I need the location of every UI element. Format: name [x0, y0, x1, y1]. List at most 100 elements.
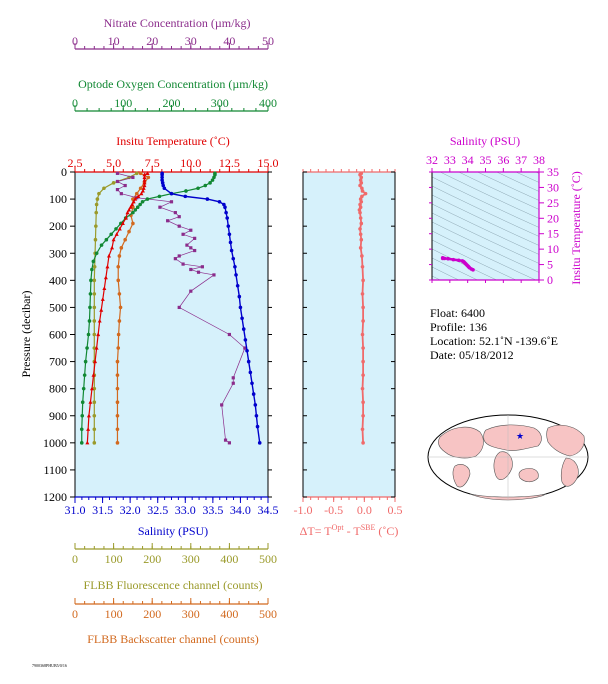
oxygen-point: [90, 267, 94, 272]
salinity-point: [238, 305, 243, 310]
pressure-tick-label: 200: [49, 219, 67, 233]
salinity-point: [254, 413, 259, 418]
oxygen-point: [133, 208, 138, 212]
density-contour: [439, 172, 539, 219]
backscatter-axis-tick-label: 100: [105, 607, 123, 621]
salinity-point: [237, 294, 242, 299]
backscatter-point: [116, 346, 121, 350]
salinity-point: [227, 232, 232, 237]
temperature-point: [96, 332, 101, 337]
delta-t-point: [361, 441, 365, 445]
fluorescence-point: [92, 332, 97, 337]
temperature-point: [86, 413, 91, 418]
delta-t-point: [360, 427, 365, 432]
ts-salinity-tick-label: 38: [533, 153, 545, 167]
pressure-tick-label: 1000: [43, 436, 67, 450]
delta-t-point: [361, 400, 365, 405]
ts-temperature-tick-label: 30: [547, 180, 559, 194]
temperature-point: [97, 318, 102, 323]
footer-code: 7900368PHUB5/0/16: [32, 663, 67, 668]
ts-salinity-tick-label: 36: [497, 153, 509, 167]
delta-t-point: [357, 208, 362, 212]
temperature-point: [103, 275, 108, 280]
temperature-axis-tick-label: 7.5: [145, 156, 160, 170]
salinity-point: [228, 240, 233, 245]
location: Location: 52.1˚N -139.6˚E: [430, 334, 558, 348]
nitrate-point: [220, 403, 224, 407]
density-contour: [422, 361, 549, 421]
delta-t-point: [358, 172, 362, 177]
oxygen-axis-tick-label: 400: [259, 96, 277, 110]
density-contour: [432, 230, 537, 280]
temperature-point: [85, 440, 90, 445]
backscatter-point: [119, 246, 124, 250]
fluorescence-point: [92, 413, 97, 418]
salinity-point: [160, 175, 164, 180]
fluorescence-point: [92, 305, 97, 310]
nitrate-point: [115, 188, 120, 192]
backscatter-point: [116, 332, 121, 337]
temperature-point: [131, 199, 136, 204]
backscatter-point: [115, 373, 120, 377]
delta-t-background: [303, 172, 395, 497]
delta-t-point: [360, 254, 364, 258]
salinity-point: [162, 186, 167, 191]
fluorescence-point: [92, 427, 97, 432]
oxygen-point: [140, 199, 145, 204]
backscatter-point: [115, 386, 120, 391]
density-contour: [458, 172, 539, 210]
oxygen-point: [210, 178, 215, 182]
nitrate-point: [166, 219, 170, 223]
fluorescence-point: [92, 441, 97, 445]
nitrate-point: [177, 224, 181, 228]
temperature-point: [106, 253, 111, 258]
delta-t-point: [358, 232, 363, 237]
nitrate-point: [243, 346, 247, 350]
pressure-tick-label: 900: [49, 409, 67, 423]
salinity-point: [160, 181, 165, 185]
fluorescence-point: [94, 202, 99, 207]
main-profile-panel: 2.5 5.0 7.5 10.0 12.5 15.0 31.0 31.5 32.0 32.5 33…: [43, 156, 279, 517]
nitrate-point: [173, 257, 177, 261]
nitrate-axis-tick-label: 50: [262, 34, 274, 48]
ts-temperature-tick-label: 25: [547, 196, 559, 210]
delta-t-point: [361, 413, 365, 418]
world-map: ★: [427, 414, 589, 501]
temperature-point: [91, 372, 96, 377]
ts-salinity-tick-label: 32: [426, 153, 438, 167]
ts-salinity-title: Salinity (PSU): [450, 134, 520, 148]
backscatter-axis-tick-label: 400: [220, 607, 238, 621]
delta-t-point: [360, 264, 365, 269]
delta-t-point: [361, 373, 365, 377]
temperature-point: [127, 207, 132, 212]
backscatter-axis-tick-label: 200: [143, 607, 161, 621]
nitrate-point: [158, 205, 162, 209]
temperature-point: [140, 188, 145, 193]
salinity-point: [253, 403, 258, 407]
pressure-tick-label: 1200: [43, 490, 67, 504]
nitrate-point: [196, 270, 201, 274]
ts-point: [456, 258, 461, 263]
density-contour: [476, 172, 539, 201]
salinity-point: [161, 183, 166, 188]
main-panel-background: [75, 172, 268, 497]
salinity-point: [205, 197, 210, 201]
oxygen-point: [87, 319, 92, 323]
delta-t-point: [360, 292, 365, 296]
temperature-point: [86, 427, 91, 431]
density-contour: [432, 221, 539, 273]
nitrate-point: [189, 289, 193, 293]
delta-t-point: [358, 183, 362, 188]
nitrate-axis-title: Nitrate Concentration (µm/kg): [104, 16, 251, 30]
delta-t-tick-label: -1.0: [294, 503, 313, 517]
nitrate-point: [119, 192, 123, 196]
nitrate-point: [177, 305, 181, 310]
salinity-axis-tick-label: 34.0: [230, 503, 251, 517]
delta-t-point: [360, 194, 364, 199]
oxygen-axis-tick-label: 0: [72, 96, 78, 110]
fluorescence-point: [92, 278, 97, 283]
oxygen-point: [104, 237, 109, 242]
backscatter-axis-tick-label: 500: [259, 607, 277, 621]
oxygen-point: [99, 243, 104, 247]
